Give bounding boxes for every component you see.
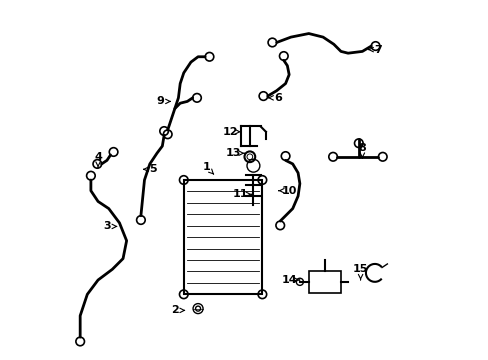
Text: 6: 6 bbox=[268, 93, 282, 103]
Text: 8: 8 bbox=[358, 143, 366, 158]
Text: 15: 15 bbox=[352, 264, 367, 280]
Text: 11: 11 bbox=[233, 189, 251, 199]
Text: 9: 9 bbox=[156, 96, 170, 107]
Bar bbox=[183, 180, 262, 294]
Text: 10: 10 bbox=[278, 186, 296, 196]
Text: 1: 1 bbox=[203, 162, 213, 174]
Text: 14: 14 bbox=[281, 275, 299, 285]
Text: 12: 12 bbox=[222, 127, 240, 137]
Bar bbox=[308, 271, 340, 293]
Text: 7: 7 bbox=[368, 45, 382, 55]
Text: 4: 4 bbox=[94, 152, 102, 167]
Text: 13: 13 bbox=[225, 148, 244, 158]
Text: 3: 3 bbox=[103, 221, 117, 231]
Text: 2: 2 bbox=[171, 305, 184, 315]
Text: 5: 5 bbox=[143, 164, 157, 174]
